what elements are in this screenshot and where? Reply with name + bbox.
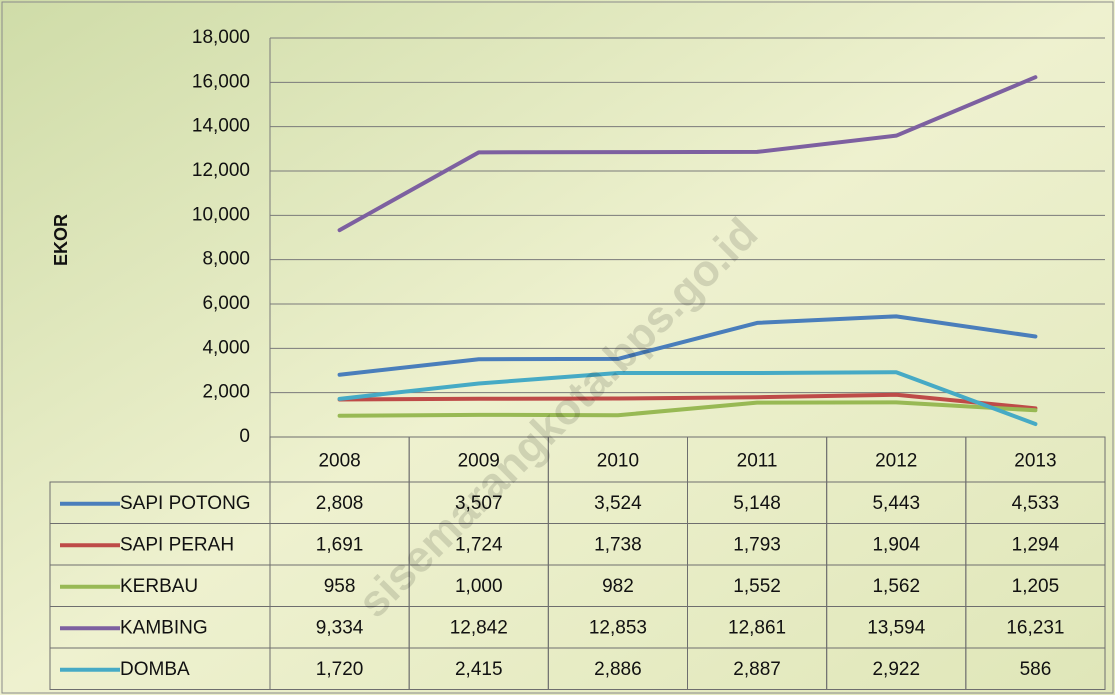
table-value: 1,691 xyxy=(316,534,364,555)
table-value: 1,205 xyxy=(1012,576,1060,597)
series-line xyxy=(337,400,1038,418)
table-value: 4,533 xyxy=(1012,493,1060,514)
y-tick-label: 16,000 xyxy=(192,71,250,92)
table-value: 1,793 xyxy=(733,534,781,555)
table-value: 958 xyxy=(324,576,356,597)
y-axis-label: EKOR xyxy=(51,214,71,266)
table-value: 2,415 xyxy=(455,659,503,680)
legend-label: KERBAU xyxy=(120,576,198,597)
table-value: 2,808 xyxy=(316,493,364,514)
legend-label: SAPI PERAH xyxy=(120,534,234,555)
table-value: 12,861 xyxy=(728,617,786,638)
x-tick-label: 2013 xyxy=(1014,451,1056,472)
y-tick-label: 14,000 xyxy=(192,116,250,137)
x-tick-label: 2008 xyxy=(318,451,360,472)
table-value: 2,887 xyxy=(733,659,781,680)
table-value: 12,853 xyxy=(589,617,647,638)
y-tick-label: 10,000 xyxy=(192,204,250,225)
table-value: 3,507 xyxy=(455,493,503,514)
table-value: 1,720 xyxy=(316,659,364,680)
y-tick-label: 6,000 xyxy=(202,293,250,314)
table-cell xyxy=(965,647,1106,690)
series-line xyxy=(337,314,1038,377)
table-value: 12,842 xyxy=(450,617,508,638)
table-value: 1,294 xyxy=(1012,534,1060,555)
legend-label: SAPI POTONG xyxy=(120,493,251,514)
x-tick-label: 2010 xyxy=(597,451,639,472)
series-line xyxy=(337,392,1038,411)
series-line xyxy=(337,370,1038,427)
y-tick-label: 2,000 xyxy=(202,382,250,403)
y-tick-label: 18,000 xyxy=(192,27,250,48)
table-value: 1,904 xyxy=(872,534,920,555)
table-value: 2,886 xyxy=(594,659,642,680)
legend-label: KAMBING xyxy=(120,617,208,638)
table-value: 1,738 xyxy=(594,534,642,555)
legend-label: DOMBA xyxy=(120,659,190,680)
table-value: 1,552 xyxy=(733,576,781,597)
series-line xyxy=(337,75,1038,233)
table-value: 982 xyxy=(602,576,634,597)
table-value: 1,000 xyxy=(455,576,503,597)
table-value: 2,922 xyxy=(872,659,920,680)
table-value: 9,334 xyxy=(316,617,364,638)
table-value: 13,594 xyxy=(867,617,926,638)
y-tick-label: 0 xyxy=(239,426,250,447)
table-value: 5,443 xyxy=(872,493,920,514)
table-value: 1,562 xyxy=(872,576,920,597)
y-tick-label: 8,000 xyxy=(202,249,250,270)
table-value: 586 xyxy=(1020,659,1052,680)
y-tick-label: 12,000 xyxy=(192,160,250,181)
table-value: 5,148 xyxy=(733,493,781,514)
table-value: 1,724 xyxy=(455,534,503,555)
table-value: 16,231 xyxy=(1006,617,1064,638)
x-tick-label: 2009 xyxy=(458,451,500,472)
y-tick-label: 4,000 xyxy=(202,337,250,358)
x-tick-label: 2011 xyxy=(737,451,778,472)
x-tick-label: 2012 xyxy=(875,451,917,472)
table-value: 3,524 xyxy=(594,493,642,514)
